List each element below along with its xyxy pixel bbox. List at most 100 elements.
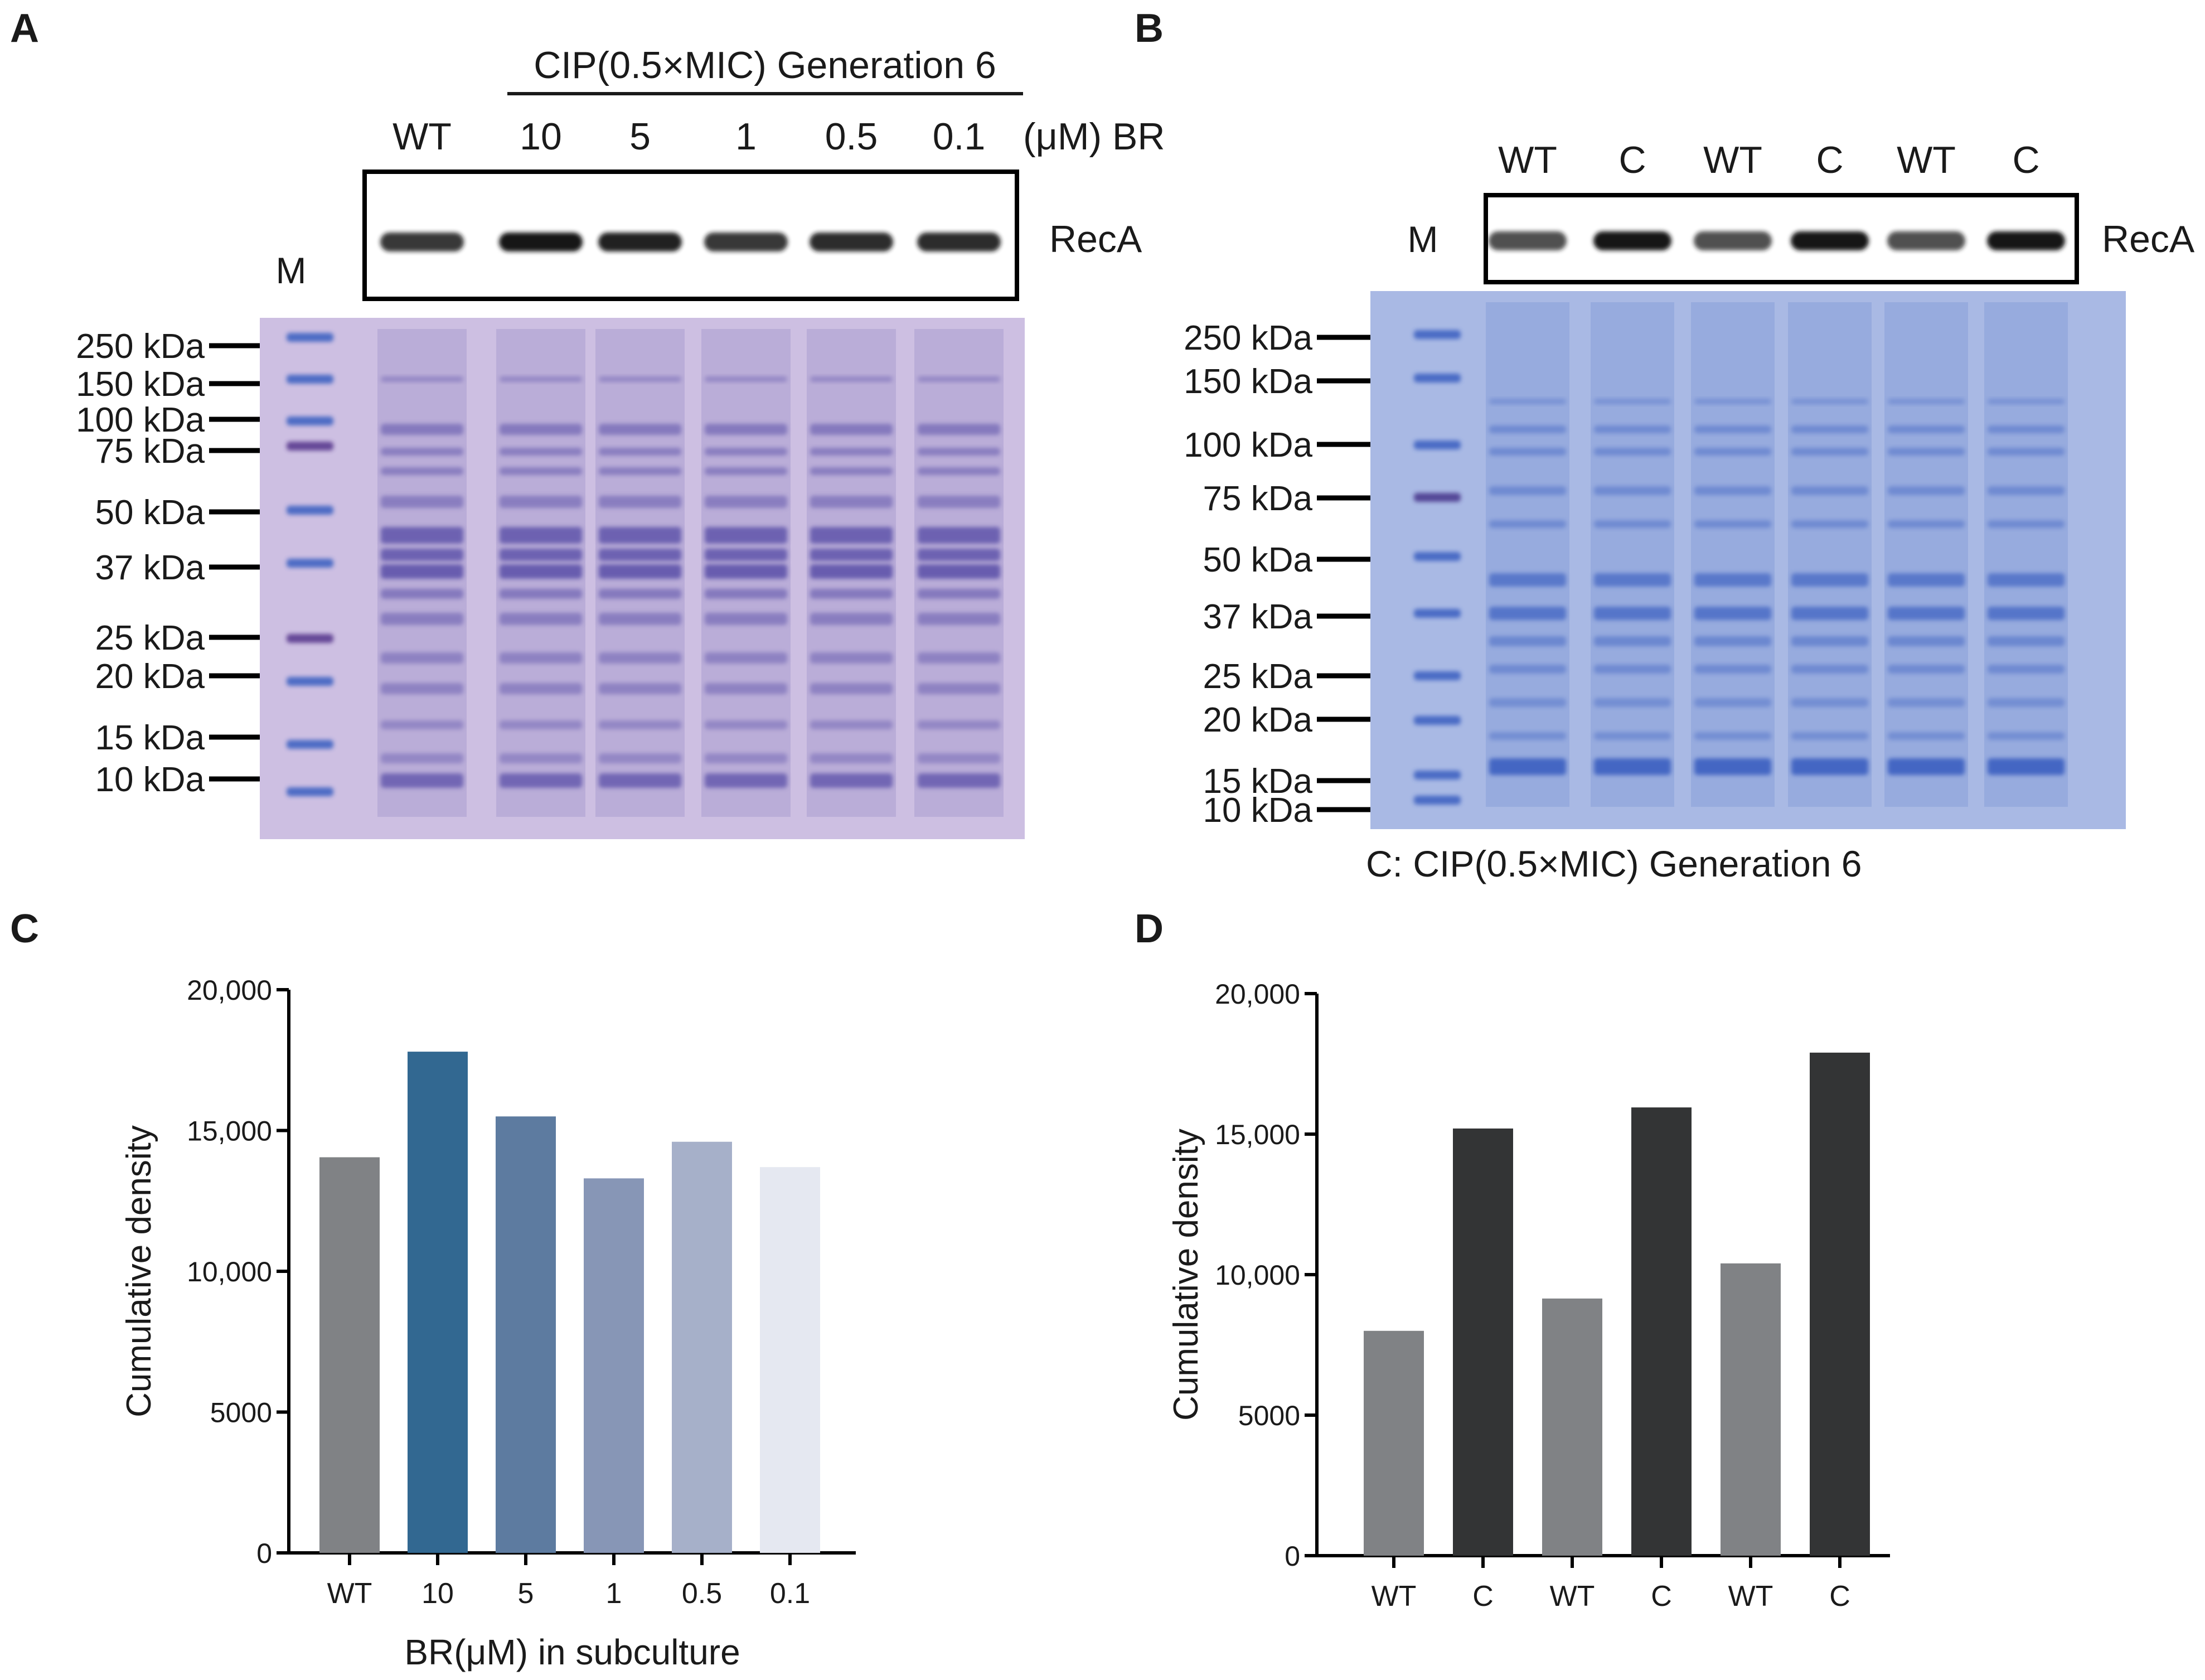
x-axis-label: BR(μM) in subculture xyxy=(404,1632,740,1672)
x-tick-label: C xyxy=(1651,1580,1672,1613)
gel-band xyxy=(1594,732,1671,740)
gel-band xyxy=(1988,665,2065,674)
gel-band xyxy=(500,683,582,694)
panel-c: C 0 5000 10,000 15,000 20,000 WT 10 5 1 0.5 0.1 Cum… xyxy=(10,907,856,1672)
ladder-label-3: 100 kDa xyxy=(1184,426,1312,464)
gel-band xyxy=(1694,486,1771,495)
y-tick-label: 20,000 xyxy=(187,975,272,1006)
gel-band xyxy=(500,376,582,382)
gel-band xyxy=(1988,607,2065,620)
blot-band-3 xyxy=(1694,231,1772,250)
gel-band xyxy=(500,496,582,508)
gel-band xyxy=(381,613,463,625)
lane-label-5: 0.5 xyxy=(825,115,878,158)
gel-band xyxy=(1594,636,1671,646)
lane-label-3: 5 xyxy=(629,115,651,158)
gel-band xyxy=(1791,636,1868,646)
gel-band xyxy=(1489,636,1566,646)
marker-band-6 xyxy=(1414,609,1461,618)
y-tick-label: 15,000 xyxy=(187,1116,272,1147)
marker-band-8 xyxy=(1414,716,1461,725)
gel-band xyxy=(1888,520,1965,528)
bar-5 xyxy=(672,1141,732,1553)
gel-band xyxy=(918,613,1000,625)
chart-c: 0 5000 10,000 15,000 20,000 WT 10 5 1 0.5 0.1 Cumul… xyxy=(120,975,856,1672)
bar-2 xyxy=(408,1052,468,1553)
marker-band-4 xyxy=(287,442,333,451)
panel-letter-c: C xyxy=(10,907,39,951)
gel-lane-3 xyxy=(595,329,685,817)
lane-label-4: C xyxy=(1816,139,1843,181)
y-tick-label: 20,000 xyxy=(1215,979,1300,1010)
ladder-label-8: 20 kDa xyxy=(95,657,205,696)
gel-band xyxy=(1888,607,1965,620)
x-tick-label: C xyxy=(1829,1580,1850,1613)
panel-a-lane-labels: WT 10 5 1 0.5 0.1 xyxy=(392,115,985,158)
gel-lane-smear xyxy=(1691,302,1775,807)
gel-band xyxy=(705,424,787,435)
gel-band xyxy=(1489,520,1566,528)
ladder-label-8: 20 kDa xyxy=(1203,701,1313,739)
ladder-label-1: 250 kDa xyxy=(76,327,205,366)
gel-lane-smear xyxy=(1486,302,1569,807)
gel-band xyxy=(1694,698,1771,707)
gel-band xyxy=(810,773,893,788)
gel-band xyxy=(1489,732,1566,740)
gel-band xyxy=(918,720,1000,729)
gel-band xyxy=(1489,486,1566,495)
marker-band-10 xyxy=(1414,796,1461,805)
panel-a-blot-frame xyxy=(362,170,1019,301)
gel-band xyxy=(1594,425,1671,433)
ladder-label-10: 10 kDa xyxy=(1203,791,1313,830)
lane-label-2: C xyxy=(1618,139,1646,181)
panel-b-footnote: C: CIP(0.5×MIC) Generation 6 xyxy=(1366,843,1862,884)
blot-band-2 xyxy=(1593,231,1671,250)
gel-band xyxy=(810,564,893,579)
gel-band xyxy=(599,467,681,475)
blot-band-3 xyxy=(598,233,682,251)
gel-band xyxy=(1988,732,2065,740)
gel-band xyxy=(599,683,681,694)
gel-band xyxy=(1489,448,1566,456)
ladder-label-9: 15 kDa xyxy=(1203,762,1313,801)
gel-lane-smear xyxy=(1591,302,1674,807)
x-tick-label: 5 xyxy=(518,1577,534,1610)
blot-band-4 xyxy=(704,233,788,251)
panel-b: B WT C WT C WT C M RecA 250 kDa 150 kDa 100 kDa… xyxy=(1135,6,2195,884)
gel-band xyxy=(810,613,893,625)
gel-band xyxy=(500,720,582,729)
bar-5 xyxy=(1721,1263,1781,1556)
bar-1 xyxy=(319,1157,380,1553)
blot-band-6 xyxy=(917,233,1001,251)
gel-band xyxy=(1694,448,1771,456)
panel-a-gel-lanes xyxy=(377,329,1004,817)
x-tick-label: 0.1 xyxy=(770,1577,810,1610)
gel-band xyxy=(381,549,463,561)
bar-1 xyxy=(1364,1330,1424,1556)
y-tick-label: 10,000 xyxy=(187,1256,272,1287)
gel-band xyxy=(1791,425,1868,433)
marker-band-5 xyxy=(287,506,333,515)
gel-lane-6 xyxy=(914,329,1004,817)
panel-b-blot-frame xyxy=(1484,193,2079,284)
gel-band xyxy=(599,424,681,435)
gel-band xyxy=(381,589,463,599)
gel-band xyxy=(918,773,1000,788)
lane-label-1: WT xyxy=(392,115,452,158)
gel-band xyxy=(500,613,582,625)
blot-band-5 xyxy=(810,233,893,251)
gel-band xyxy=(705,613,787,625)
gel-band xyxy=(1694,758,1771,775)
blot-band-1 xyxy=(380,233,464,251)
gel-band xyxy=(918,549,1000,561)
gel-lane-5 xyxy=(1884,302,1968,807)
gel-band xyxy=(705,527,787,544)
gel-band xyxy=(1791,448,1868,456)
gel-band xyxy=(705,549,787,561)
gel-band xyxy=(1489,573,1566,587)
gel-band xyxy=(1694,636,1771,646)
gel-band xyxy=(1988,636,2065,646)
blot-band-5 xyxy=(1887,231,1965,250)
panel-b-lane-labels: WT C WT C WT C xyxy=(1498,139,2039,181)
